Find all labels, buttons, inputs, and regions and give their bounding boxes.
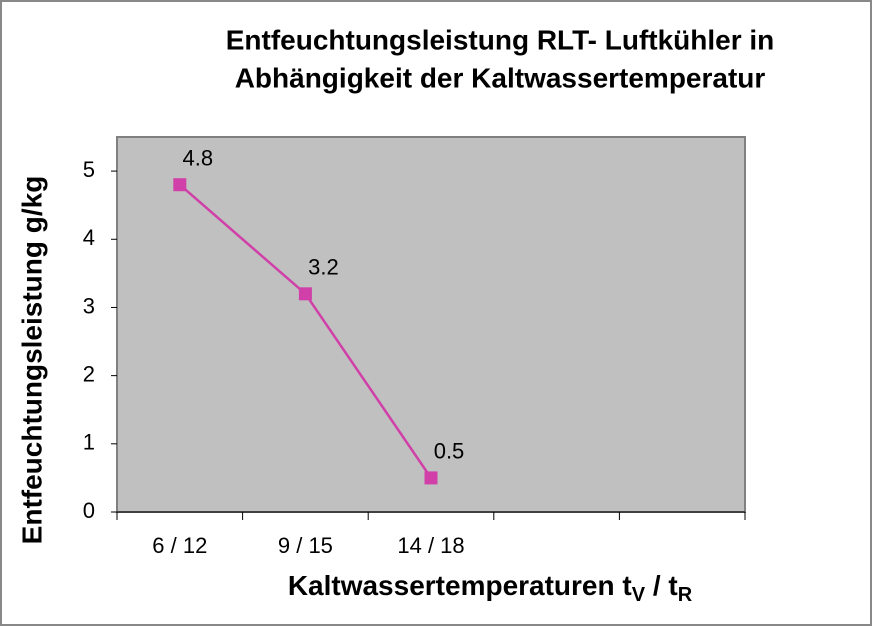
- x-axis-label-subscript: R: [678, 584, 693, 606]
- x-axis-label-part: / t: [645, 570, 678, 601]
- chart-title-line: Entfeuchtungsleistung RLT- Luftkühler in: [226, 24, 775, 55]
- x-axis-label: Kaltwassertemperaturen tV / tR: [288, 570, 693, 606]
- data-point: [298, 287, 312, 301]
- data-label: 0.5: [434, 439, 465, 464]
- y-tick-label: 2: [83, 361, 95, 386]
- y-axis-label: Entfeuchtungsleistung g/kg: [16, 176, 47, 545]
- y-tick-label: 3: [83, 293, 95, 318]
- data-label: 4.8: [183, 146, 214, 171]
- x-axis-label-subscript: V: [632, 584, 646, 606]
- plot-area: [116, 136, 746, 513]
- x-tick-label: 14 / 18: [397, 533, 464, 558]
- x-tick-label: 9 / 15: [278, 533, 333, 558]
- x-tick-label: 6 / 12: [152, 533, 207, 558]
- data-point: [173, 178, 187, 192]
- data-point: [424, 471, 438, 485]
- chart-title-line: Abhängigkeit der Kaltwassertemperatur: [235, 62, 766, 93]
- data-label: 3.2: [308, 255, 339, 280]
- x-axis-label-part: Kaltwassertemperaturen t: [288, 570, 632, 601]
- y-tick-label: 4: [83, 225, 95, 250]
- y-tick-label: 1: [83, 430, 95, 455]
- y-tick-label: 0: [83, 498, 95, 523]
- y-tick-label: 5: [83, 157, 95, 182]
